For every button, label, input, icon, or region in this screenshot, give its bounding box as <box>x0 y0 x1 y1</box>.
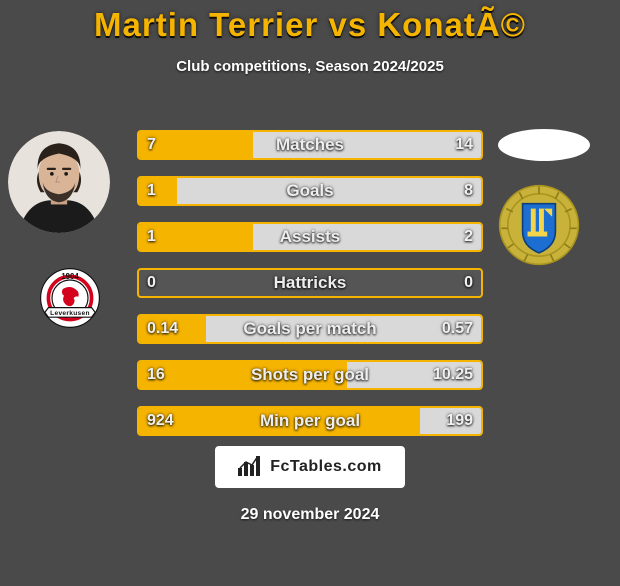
stat-value-left: 0 <box>147 268 156 298</box>
stat-value-right: 199 <box>446 406 473 436</box>
fctables-text: FcTables.com <box>270 458 382 476</box>
stat-row: Min per goal924 199 <box>137 406 483 436</box>
player-right-photo-placeholder <box>498 129 590 161</box>
stat-label: Min per goal <box>137 406 483 436</box>
stats-block: Matches714Goals18Assists12Hattricks00Goa… <box>137 130 483 452</box>
stat-row: Hattricks0 0 <box>137 268 483 298</box>
stat-value-left: 1 <box>147 222 156 252</box>
crest-name: Leverkusen <box>50 310 90 317</box>
stat-label: Goals <box>137 176 483 206</box>
crest-year: 1904 <box>61 272 79 281</box>
footer-date: 29 november 2024 <box>0 506 620 524</box>
stat-value-left: 16 <box>147 360 165 390</box>
crest-icon: 1904 Leverkusen <box>40 268 100 328</box>
club-right-crest <box>498 184 580 266</box>
person-icon <box>8 131 110 233</box>
page-subtitle: Club competitions, Season 2024/2025 <box>0 58 620 75</box>
page-title: Martin Terrier vs KonatÃ© <box>0 6 620 44</box>
stat-value-right: 14 <box>455 130 473 160</box>
stat-label: Matches <box>137 130 483 160</box>
stat-value-right: 8 <box>464 176 473 206</box>
stat-label: Shots per goal <box>137 360 483 390</box>
stat-row: Shots per goal16 10.25 <box>137 360 483 390</box>
stat-value-left: 7 <box>147 130 156 160</box>
stat-value-right: 0.57 <box>442 314 473 344</box>
stat-row: Goals per match0.14 0.57 <box>137 314 483 344</box>
stat-row: Goals1 8 <box>137 176 483 206</box>
player-left-photo <box>8 131 110 233</box>
stat-value-left: 0.14 <box>147 314 178 344</box>
stat-row: Assists1 2 <box>137 222 483 252</box>
stat-value-right: 2 <box>464 222 473 252</box>
stat-label: Assists <box>137 222 483 252</box>
stat-value-left: 924 <box>147 406 174 436</box>
stat-value-right: 0 <box>464 268 473 298</box>
stat-label: Hattricks <box>137 268 483 298</box>
stat-value-right: 10.25 <box>433 360 473 390</box>
crest-icon <box>498 184 580 266</box>
club-left-crest: 1904 Leverkusen <box>40 268 100 328</box>
stat-value-left: 1 <box>147 176 156 206</box>
barchart-icon <box>238 456 264 478</box>
fctables-logo: FcTables.com <box>215 446 405 488</box>
stat-row: Matches7 14 <box>137 130 483 160</box>
stat-label: Goals per match <box>137 314 483 344</box>
